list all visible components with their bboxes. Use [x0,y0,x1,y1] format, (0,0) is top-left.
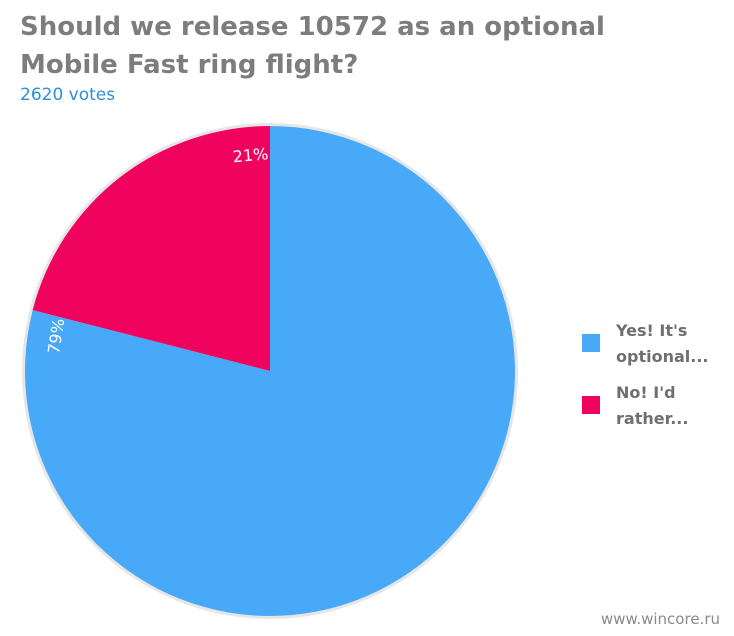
legend-item-no[interactable]: No! I'd rather... [582,380,722,436]
pie-slice-no[interactable] [32,126,271,371]
watermark: www.wincore.ru [600,610,720,628]
legend-label-yes: Yes! It's optional... [616,321,709,366]
vote-count: 2620 votes [20,85,116,105]
slice-label-no: 21% [232,144,269,166]
pie-outline [22,123,518,619]
legend: Yes! It's optional... No! I'd rather... [582,318,722,442]
legend-label-no: No! I'd rather... [616,383,689,428]
pie-slice-yes[interactable] [25,126,516,616]
legend-swatch-no [582,396,600,414]
poll-title: Should we release 10572 as an optional M… [20,12,605,80]
legend-swatch-yes [582,334,600,352]
legend-item-yes[interactable]: Yes! It's optional... [582,318,722,374]
